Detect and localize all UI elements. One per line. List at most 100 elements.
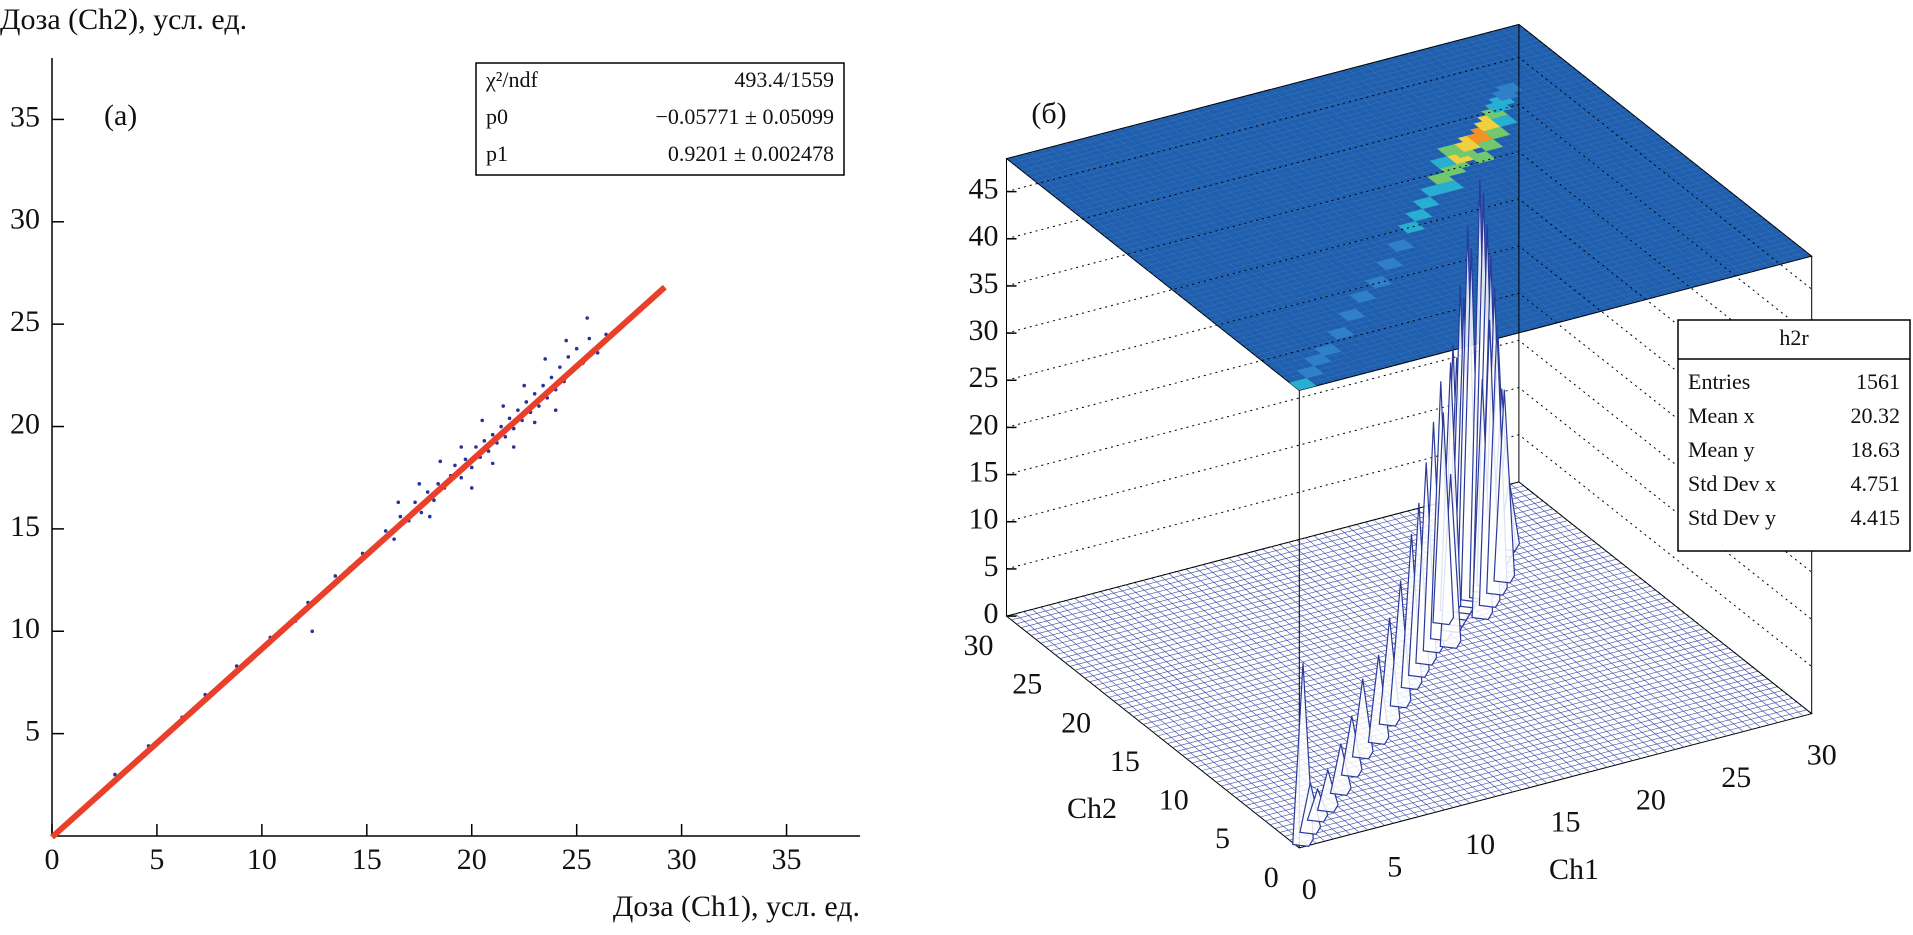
stats-value: −0.05771 ± 0.05099 <box>656 104 834 129</box>
stats-name: Std Dev x <box>1688 471 1776 496</box>
x-tick-label: 0 <box>1302 873 1317 906</box>
x-tick-label: 15 <box>1551 806 1581 839</box>
lego-spike <box>1493 389 1516 584</box>
heat-cell <box>1468 151 1496 164</box>
z-grid-line <box>1006 387 1813 620</box>
y-tick-label: 5 <box>1215 822 1230 855</box>
z-tick-label: 0 <box>984 597 999 630</box>
y-tick-label: 15 <box>10 510 40 543</box>
top-mesh <box>1467 37 1761 270</box>
heat-cell <box>1495 82 1523 95</box>
z-tick-label: 10 <box>969 503 999 536</box>
point <box>453 463 457 468</box>
stats-box <box>475 62 845 176</box>
point <box>490 461 495 466</box>
point <box>507 416 512 421</box>
heat-cell <box>1412 196 1440 209</box>
point <box>587 336 592 341</box>
y-tick-label: 25 <box>1012 668 1042 701</box>
y-tick-label: 0 <box>1264 861 1279 894</box>
point <box>486 449 491 453</box>
point <box>524 400 529 404</box>
top-mesh <box>1458 39 1753 273</box>
top-mesh <box>1501 28 1795 261</box>
x-tick-label: 30 <box>1807 739 1837 772</box>
stats-name: Entries <box>1688 369 1750 394</box>
point <box>425 490 430 494</box>
z-grid-line <box>1006 434 1813 667</box>
top-mesh <box>1016 31 1529 167</box>
stats-name: p1 <box>486 141 508 166</box>
heat-cell <box>1476 139 1503 152</box>
point <box>566 355 571 359</box>
z-grid-line <box>1006 56 1813 290</box>
stats-value: 1561 <box>1856 369 1900 394</box>
point <box>543 357 547 361</box>
top-mesh <box>1450 42 1744 275</box>
point <box>480 418 485 423</box>
point <box>432 498 436 503</box>
y-tick-label: 35 <box>10 100 40 133</box>
y-tick-label: 10 <box>10 612 40 645</box>
point <box>511 445 516 449</box>
point <box>469 465 474 470</box>
x-tick-label: 5 <box>1387 850 1402 883</box>
heat-cell <box>1314 343 1342 357</box>
heat-cell <box>1327 327 1355 340</box>
point <box>383 529 388 533</box>
top-mesh <box>1476 35 1770 268</box>
x-tick-label: 0 <box>45 843 60 876</box>
x-tick-label: 15 <box>352 843 382 876</box>
point <box>553 408 558 412</box>
lego-spike <box>1306 787 1329 823</box>
x-axis-title: Ch1 <box>1549 853 1599 886</box>
z-tick-label: 40 <box>969 220 999 253</box>
lego-spike <box>1351 678 1374 760</box>
point <box>463 457 468 462</box>
point <box>113 772 117 777</box>
floor-mesh <box>1510 483 1804 717</box>
z-grid-line <box>1006 292 1813 526</box>
point <box>532 420 537 425</box>
x-axis-title: Доза (Ch1), усл. ед. <box>613 890 860 923</box>
y-tick-label: 20 <box>10 407 40 440</box>
top-mesh <box>1030 43 1544 179</box>
heat-cell <box>1420 184 1447 197</box>
x-tick-label: 10 <box>247 843 277 876</box>
point <box>503 434 508 439</box>
point <box>499 424 503 429</box>
point <box>398 514 403 519</box>
point <box>532 391 537 396</box>
stats-value: 493.4/1559 <box>734 67 834 92</box>
stats-title: h2r <box>1779 325 1809 350</box>
heat-cell <box>1387 239 1414 252</box>
x-tick-label: 25 <box>1721 761 1751 794</box>
point <box>474 445 478 449</box>
z-tick-label: 5 <box>984 550 999 583</box>
point <box>310 629 315 634</box>
point <box>501 404 506 408</box>
point <box>436 482 440 486</box>
stats-value: 4.415 <box>1851 505 1901 530</box>
stats-value: 18.63 <box>1851 437 1901 462</box>
fit-line <box>49 284 667 840</box>
point <box>490 432 495 437</box>
top-mesh <box>1055 62 1568 198</box>
y-axis-title: Доза (Ch2), усл. ед. <box>0 3 247 36</box>
stats-name: p0 <box>486 104 508 129</box>
panel-label: (а) <box>104 99 137 132</box>
point <box>549 375 554 380</box>
floor-mesh <box>1484 490 1778 723</box>
stats-name: χ²/ndf <box>485 67 538 92</box>
heat-cell <box>1365 276 1392 289</box>
floor-mesh <box>1493 488 1787 721</box>
top-mesh <box>1441 44 1735 277</box>
point <box>541 383 545 388</box>
heat-cell <box>1437 144 1464 157</box>
heat-cell <box>1376 257 1403 270</box>
point <box>511 426 516 431</box>
heat-cell <box>1405 209 1433 222</box>
y-tick-label: 20 <box>1061 706 1091 739</box>
x-tick-label: 20 <box>457 843 487 876</box>
